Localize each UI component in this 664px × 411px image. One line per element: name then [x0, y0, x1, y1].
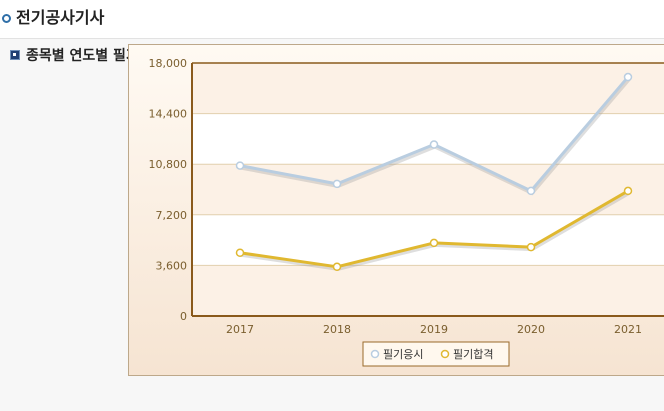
data-point [623, 72, 633, 82]
plot-band [192, 63, 664, 114]
legend-box [362, 341, 510, 367]
data-point [429, 238, 439, 248]
data-point [526, 242, 536, 252]
x-tick-label: 2019 [420, 323, 448, 336]
y-tick-label: 14,400 [149, 108, 188, 121]
data-point [332, 262, 342, 272]
y-tick-label: 3,600 [156, 259, 188, 272]
plot-band [192, 113, 664, 165]
square-bullet-icon [10, 50, 20, 60]
legend-label: 필기합격 [453, 348, 493, 361]
data-point [332, 179, 342, 189]
x-tick-label: 2020 [517, 323, 545, 336]
plot-band [192, 265, 664, 316]
data-point [235, 161, 245, 170]
x-tick-label: 2021 [614, 323, 642, 336]
data-point [235, 248, 245, 257]
data-point [526, 186, 536, 196]
legend-marker [370, 349, 380, 359]
chart-frame: 0 3,600 7,200 10,800 14,400 18,000 2017 2018 201… [128, 44, 664, 376]
y-tick-label: 10,800 [149, 158, 188, 171]
page-title: 전기공사기사 [0, 0, 664, 39]
y-tick-label: 7,200 [156, 209, 188, 222]
y-tick-label: 0 [180, 310, 187, 323]
y-tick-label: 18,000 [149, 57, 188, 70]
data-point [429, 140, 439, 149]
data-point [623, 186, 633, 196]
page-title-text: 전기공사기사 [16, 8, 105, 27]
x-tick-label: 2018 [323, 323, 351, 336]
legend-label: 필기응시 [383, 348, 423, 361]
x-tick-label: 2017 [226, 323, 254, 336]
line-chart: 0 3,600 7,200 10,800 14,400 18,000 2017 2018 201… [149, 57, 664, 367]
legend-marker [440, 349, 450, 359]
circle-bullet-icon [2, 13, 11, 23]
